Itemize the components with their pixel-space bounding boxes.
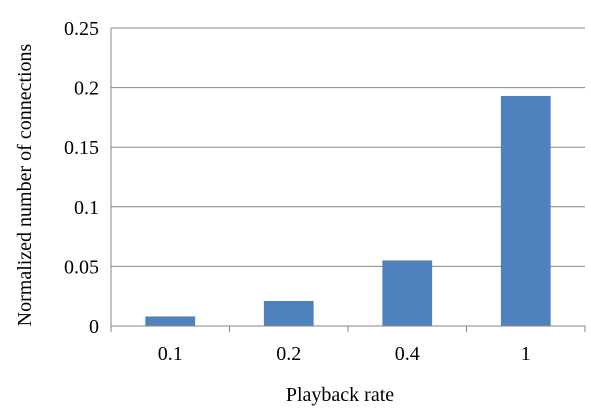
- x-axis-label: Playback rate: [286, 384, 394, 406]
- y-tick-labels: 0 0.05 0.1 0.15 0.2 0.25: [64, 18, 99, 338]
- x-tick-label: 0.1: [158, 343, 183, 365]
- y-tick-label: 0: [89, 316, 99, 338]
- bars: [145, 95, 551, 326]
- y-axis-label: Normalized number of connections: [14, 43, 36, 326]
- bar: [145, 316, 196, 326]
- axes: [110, 28, 586, 332]
- y-tick-label: 0.1: [74, 197, 99, 219]
- x-tick-label: 0.4: [395, 343, 420, 365]
- bar: [263, 300, 314, 326]
- x-tick-labels: 0.1 0.2 0.4 1: [158, 343, 531, 365]
- y-tick-label: 0.25: [64, 18, 99, 40]
- x-tick-label: 1: [521, 343, 531, 365]
- y-tick-label: 0.15: [64, 137, 99, 159]
- bar: [382, 260, 433, 326]
- x-tick-label: 0.2: [276, 343, 301, 365]
- y-tick-label: 0.05: [64, 256, 99, 278]
- bar: [500, 95, 551, 326]
- y-tick-label: 0.2: [74, 78, 99, 100]
